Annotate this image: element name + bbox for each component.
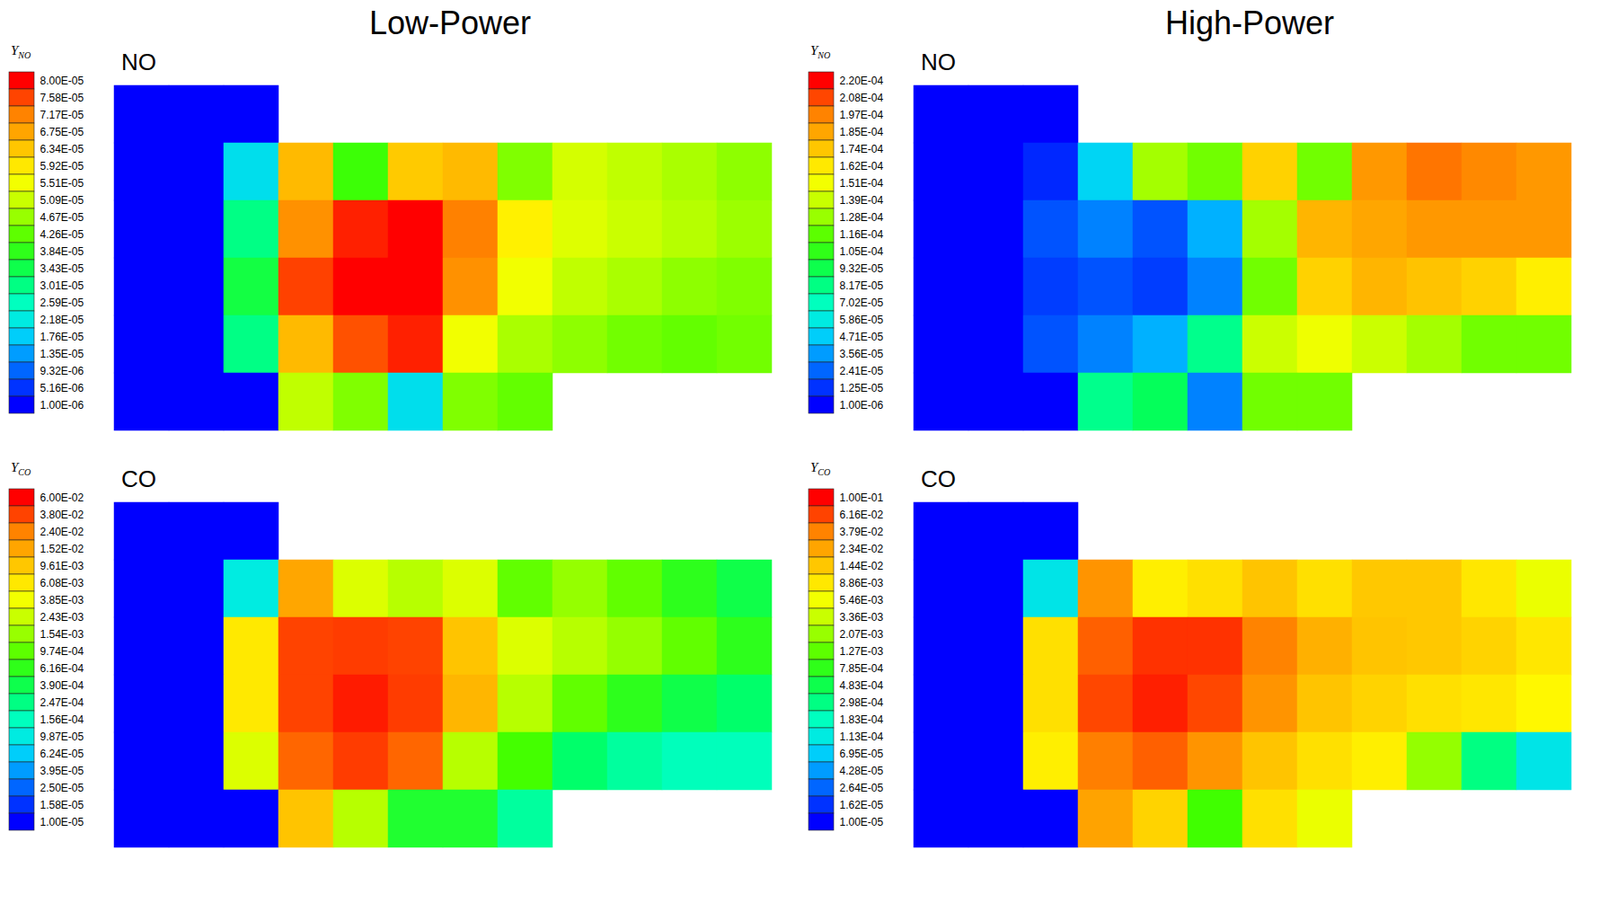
svg-text:1.00E-06: 1.00E-06 xyxy=(40,398,85,412)
svg-text:2.43E-03: 2.43E-03 xyxy=(40,610,85,624)
svg-text:4.26E-05: 4.26E-05 xyxy=(40,228,85,241)
svg-text:1.00E-05: 1.00E-05 xyxy=(40,815,85,829)
svg-text:6.00E-02: 6.00E-02 xyxy=(40,491,85,504)
svg-text:1.56E-04: 1.56E-04 xyxy=(40,713,85,726)
svg-text:1.00E-06: 1.00E-06 xyxy=(839,398,884,412)
html-text:CO: CO xyxy=(920,465,956,493)
svg-text:1.97E-04: 1.97E-04 xyxy=(839,108,884,122)
svg-text:1.62E-04: 1.62E-04 xyxy=(839,159,884,173)
svg-text:1.27E-03: 1.27E-03 xyxy=(839,645,884,658)
svg-text:5.92E-05: 5.92E-05 xyxy=(40,159,85,173)
svg-text:1.62E-05: 1.62E-05 xyxy=(839,798,884,812)
svg-text:2.50E-05: 2.50E-05 xyxy=(40,781,85,795)
svg-text:5.46E-03: 5.46E-03 xyxy=(839,593,884,607)
svg-text:9.32E-05: 9.32E-05 xyxy=(839,262,884,275)
svg-text:1.76E-05: 1.76E-05 xyxy=(40,330,85,344)
svg-text:4.71E-05: 4.71E-05 xyxy=(839,330,884,344)
svg-text:1.05E-04: 1.05E-04 xyxy=(839,245,884,258)
svg-text:2.64E-05: 2.64E-05 xyxy=(839,781,884,795)
svg-text:3.43E-05: 3.43E-05 xyxy=(40,262,85,275)
svg-text:5.51E-05: 5.51E-05 xyxy=(40,176,85,190)
html-text:NO: NO xyxy=(121,48,157,76)
html-text:High-Power: High-Power xyxy=(1165,4,1335,42)
svg-text:9.74E-04: 9.74E-04 xyxy=(40,645,85,658)
svg-text:1.13E-04: 1.13E-04 xyxy=(839,730,884,743)
svg-text:9.61E-03: 9.61E-03 xyxy=(40,559,85,573)
svg-text:3.84E-05: 3.84E-05 xyxy=(40,245,85,258)
svg-text:1.74E-04: 1.74E-04 xyxy=(839,142,884,156)
svg-text:2.41E-05: 2.41E-05 xyxy=(839,364,884,378)
svg-text:2.40E-02: 2.40E-02 xyxy=(40,525,85,539)
svg-text:4.67E-05: 4.67E-05 xyxy=(40,211,85,224)
svg-text:1.83E-04: 1.83E-04 xyxy=(839,713,884,726)
svg-text:7.02E-05: 7.02E-05 xyxy=(839,296,884,310)
svg-text:1.58E-05: 1.58E-05 xyxy=(40,798,85,812)
svg-text:5.09E-05: 5.09E-05 xyxy=(40,194,85,207)
svg-text:2.98E-04: 2.98E-04 xyxy=(839,696,884,709)
svg-text:3.85E-03: 3.85E-03 xyxy=(40,593,85,607)
svg-text:1.35E-05: 1.35E-05 xyxy=(40,347,85,361)
html-text:YCO: YCO xyxy=(10,459,31,478)
svg-text:6.95E-05: 6.95E-05 xyxy=(839,747,884,761)
svg-text:8.86E-03: 8.86E-03 xyxy=(839,576,884,590)
svg-text:1.52E-02: 1.52E-02 xyxy=(40,542,85,556)
svg-text:7.85E-04: 7.85E-04 xyxy=(839,662,884,675)
svg-text:1.44E-02: 1.44E-02 xyxy=(839,559,884,573)
svg-text:6.75E-05: 6.75E-05 xyxy=(40,125,85,139)
svg-text:1.51E-04: 1.51E-04 xyxy=(839,176,884,190)
html-text:NO: NO xyxy=(920,48,956,76)
svg-text:1.54E-03: 1.54E-03 xyxy=(40,627,85,641)
svg-text:3.01E-05: 3.01E-05 xyxy=(40,279,85,292)
svg-text:1.00E-01: 1.00E-01 xyxy=(839,491,884,504)
svg-text:1.39E-04: 1.39E-04 xyxy=(839,194,884,207)
svg-text:5.86E-05: 5.86E-05 xyxy=(839,313,884,327)
svg-text:6.16E-04: 6.16E-04 xyxy=(40,662,85,675)
svg-text:1.85E-04: 1.85E-04 xyxy=(839,125,884,139)
svg-text:7.17E-05: 7.17E-05 xyxy=(40,108,85,122)
svg-text:3.90E-04: 3.90E-04 xyxy=(40,679,85,692)
svg-text:2.08E-04: 2.08E-04 xyxy=(839,91,884,105)
svg-text:2.07E-03: 2.07E-03 xyxy=(839,627,884,641)
svg-text:6.34E-05: 6.34E-05 xyxy=(40,142,85,156)
svg-text:7.58E-05: 7.58E-05 xyxy=(40,91,85,105)
html-text:Low-Power: Low-Power xyxy=(369,4,531,42)
svg-text:2.20E-04: 2.20E-04 xyxy=(839,74,884,88)
html-text:YNO: YNO xyxy=(810,43,831,61)
svg-text:8.00E-05: 8.00E-05 xyxy=(40,74,85,88)
svg-text:6.24E-05: 6.24E-05 xyxy=(40,747,85,761)
svg-text:5.16E-06: 5.16E-06 xyxy=(40,381,85,395)
svg-text:2.59E-05: 2.59E-05 xyxy=(40,296,85,310)
svg-text:4.83E-04: 4.83E-04 xyxy=(839,679,884,692)
svg-text:1.25E-05: 1.25E-05 xyxy=(839,381,884,395)
svg-text:8.17E-05: 8.17E-05 xyxy=(839,279,884,292)
svg-text:6.16E-02: 6.16E-02 xyxy=(839,508,884,522)
svg-text:2.18E-05: 2.18E-05 xyxy=(40,313,85,327)
svg-text:3.79E-02: 3.79E-02 xyxy=(839,525,884,539)
svg-text:3.36E-03: 3.36E-03 xyxy=(839,610,884,624)
svg-text:1.16E-04: 1.16E-04 xyxy=(839,228,884,241)
svg-text:6.08E-03: 6.08E-03 xyxy=(40,576,85,590)
svg-text:9.32E-06: 9.32E-06 xyxy=(40,364,85,378)
html-text:YNO: YNO xyxy=(10,43,31,61)
html-text:CO: CO xyxy=(121,465,157,493)
svg-text:3.56E-05: 3.56E-05 xyxy=(839,347,884,361)
svg-text:9.87E-05: 9.87E-05 xyxy=(40,730,85,743)
html-text:YCO: YCO xyxy=(810,459,831,478)
svg-text:4.28E-05: 4.28E-05 xyxy=(839,764,884,778)
svg-text:2.47E-04: 2.47E-04 xyxy=(40,696,85,709)
svg-text:3.95E-05: 3.95E-05 xyxy=(40,764,85,778)
svg-text:1.28E-04: 1.28E-04 xyxy=(839,211,884,224)
svg-text:1.00E-05: 1.00E-05 xyxy=(839,815,884,829)
svg-text:3.80E-02: 3.80E-02 xyxy=(40,508,85,522)
svg-text:2.34E-02: 2.34E-02 xyxy=(839,542,884,556)
